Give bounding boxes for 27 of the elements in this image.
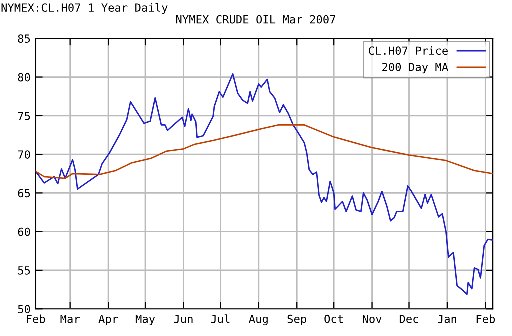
- x-tick-label: Apr: [98, 315, 118, 326]
- x-tick-label: Sep: [288, 314, 306, 326]
- x-tick-label: Mar: [60, 315, 80, 324]
- y-tick-label: 50: [18, 305, 30, 314]
- chart-title: NYMEX CRUDE OIL Mar 2007: [176, 15, 336, 24]
- x-tick-label: Feb: [27, 314, 46, 324]
- x-tick-label: May: [136, 315, 156, 326]
- legend-label: 200 Day MA: [382, 63, 448, 74]
- text: NYMEX:CL.H07 1 Year Daily: [2, 3, 168, 14]
- y-tick-label: 55: [18, 266, 30, 275]
- y-tick-label: 85: [18, 34, 30, 44]
- line-series: [36, 73, 494, 296]
- y-tick-label: 80: [18, 73, 30, 82]
- legend-label: CL.H07 Price: [369, 46, 448, 56]
- x-tick-label: Nov: [363, 315, 382, 324]
- x-tick-label: Dec: [400, 315, 418, 324]
- y-tick-label: 60: [18, 228, 30, 236]
- x-tick-label: Jan: [438, 315, 457, 324]
- y-tick-label: 65: [18, 189, 30, 198]
- x-tick-label: Feb: [476, 314, 496, 324]
- x-tick-label: Jul: [211, 314, 230, 324]
- y-tick-label: 75: [18, 112, 30, 120]
- y-tick-label: 70: [18, 150, 30, 159]
- x-tick-label: Jun: [174, 315, 193, 324]
- x-tick-label: Oct: [324, 314, 344, 324]
- x-tick-label: Aug: [249, 315, 268, 326]
- line-series: [36, 124, 494, 180]
